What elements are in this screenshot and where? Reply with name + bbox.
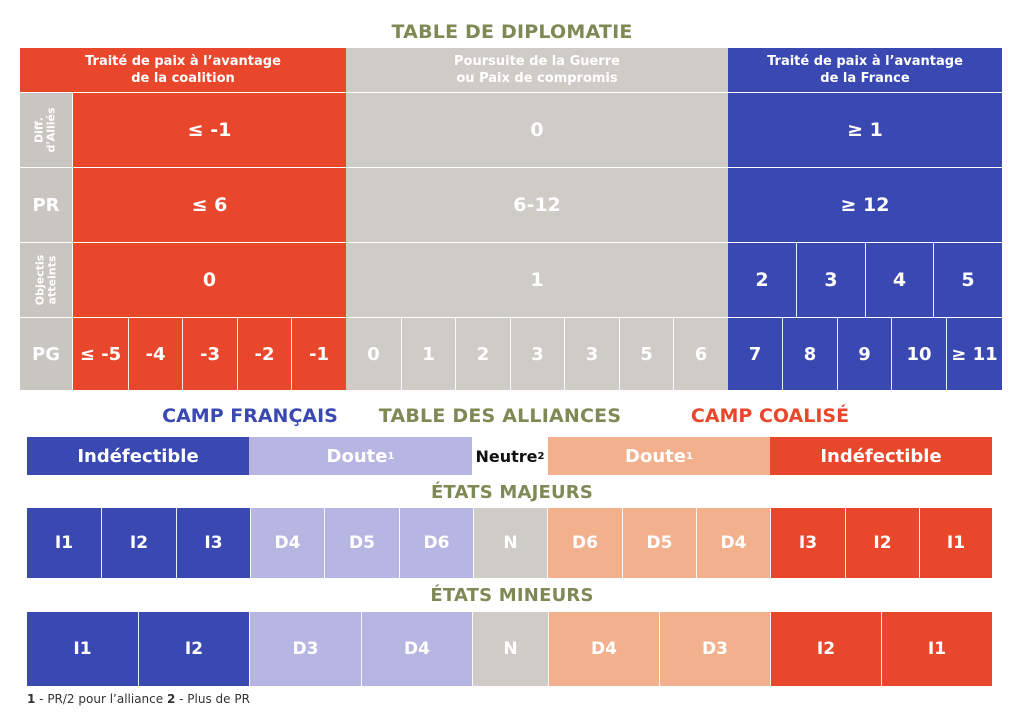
pg-cell: 6 xyxy=(673,318,728,390)
minor-state-cell: I1 xyxy=(881,612,992,686)
minor-state-cell: D3 xyxy=(249,612,361,686)
pg-cell: 7 xyxy=(728,318,782,390)
obj-war: 1 xyxy=(346,243,728,317)
legend-co-doute: Doute 1 xyxy=(548,437,770,475)
legend-co-doute-sup: 1 xyxy=(685,450,693,462)
legend-co-indefectible: Indéfectible xyxy=(770,437,992,475)
row-label-diff-line2: d'Alliés xyxy=(44,107,58,153)
row-label-diff-text: Diff. d'Alliés xyxy=(33,107,58,153)
pr-france: ≥ 12 xyxy=(728,168,1002,242)
legend-fr-doute: Doute 1 xyxy=(249,437,472,475)
major-state-cell: I1 xyxy=(27,508,101,578)
diff-coalition: ≤ -1 xyxy=(73,93,346,167)
camp-coalise-title: CAMP COALISÉ xyxy=(690,405,850,427)
pg-cell: -1 xyxy=(291,318,346,390)
pr-war: 6-12 xyxy=(346,168,728,242)
legend-fr-doute-label: Doute xyxy=(326,445,388,467)
legend-co-doute-label: Doute xyxy=(625,445,686,467)
major-state-cell: D6 xyxy=(547,508,622,578)
major-state-cell: I3 xyxy=(770,508,845,578)
header-france-line2: de la France xyxy=(820,71,910,86)
header-coalition-line2: de la coalition xyxy=(131,71,235,86)
minor-state-cell: I2 xyxy=(770,612,881,686)
legend-neutre-label: Neutre xyxy=(475,446,538,466)
pg-cell: 9 xyxy=(837,318,891,390)
diplomacy-title: TABLE DE DIPLOMATIE xyxy=(391,21,633,43)
pg-cell: 8 xyxy=(782,318,837,390)
major-state-cell: D4 xyxy=(250,508,324,578)
pg-cell: -2 xyxy=(237,318,291,390)
alliances-title: TABLE DES ALLIANCES xyxy=(378,405,622,427)
row-label-objectives: Objectis atteints xyxy=(20,243,72,317)
diff-france: ≥ 1 xyxy=(728,93,1002,167)
major-state-cell: D5 xyxy=(622,508,696,578)
minor-state-cell: D4 xyxy=(361,612,472,686)
pg-cell: -4 xyxy=(128,318,182,390)
pg-cell: 3 xyxy=(510,318,564,390)
obj-coalition: 0 xyxy=(73,243,346,317)
legend-neutre: Neutre 2 xyxy=(472,437,548,475)
minor-state-cell: I2 xyxy=(138,612,249,686)
pg-cell: ≤ -5 xyxy=(73,318,128,390)
minor-state-cell: D4 xyxy=(548,612,659,686)
legend-neutre-sup: 2 xyxy=(537,450,545,462)
footnote-text1: - PR/2 pour l’alliance xyxy=(35,692,167,706)
pr-coalition: ≤ 6 xyxy=(73,168,346,242)
row-label-objectives-text: Objectis atteints xyxy=(33,254,58,306)
obj-france-cell: 5 xyxy=(933,243,1002,317)
footnote-num2: 2 xyxy=(166,692,176,706)
header-war-line2: ou Paix de compromis xyxy=(456,71,618,86)
pg-cell: 10 xyxy=(891,318,946,390)
pg-cell: -3 xyxy=(182,318,237,390)
major-state-cell: N xyxy=(473,508,547,578)
minor-state-cell: D3 xyxy=(659,612,770,686)
pg-cell: 1 xyxy=(401,318,455,390)
header-war: Poursuite de la Guerre ou Paix de compro… xyxy=(346,48,728,92)
footnote-text2: - Plus de PR xyxy=(175,692,250,706)
footnote-num1: 1 xyxy=(27,692,36,706)
obj-france-cell: 3 xyxy=(796,243,865,317)
legend-fr-indefectible: Indéfectible xyxy=(27,437,249,475)
pg-cell: 5 xyxy=(619,318,673,390)
major-state-cell: I2 xyxy=(101,508,176,578)
camp-francais-title: CAMP FRANÇAIS xyxy=(162,405,338,427)
major-state-cell: D5 xyxy=(324,508,399,578)
row-label-obj-line1: Objectis xyxy=(33,254,46,306)
major-state-cell: D4 xyxy=(696,508,770,578)
minor-state-cell: N xyxy=(472,612,548,686)
header-france-line1: Traité de paix à l’avantage xyxy=(767,54,963,69)
header-war-line1: Poursuite de la Guerre xyxy=(454,54,620,69)
row-label-pr: PR xyxy=(20,168,72,242)
header-france: Traité de paix à l’avantage de la France xyxy=(728,48,1002,92)
diff-war: 0 xyxy=(346,93,728,167)
minor-state-cell: I1 xyxy=(27,612,138,686)
major-state-cell: I1 xyxy=(919,508,992,578)
major-state-cell: I2 xyxy=(845,508,919,578)
header-coalition: Traité de paix à l’avantage de la coalit… xyxy=(20,48,346,92)
row-label-pg: PG xyxy=(20,318,72,390)
obj-france-cell: 4 xyxy=(865,243,933,317)
legend-fr-doute-sup: 1 xyxy=(387,450,395,462)
row-label-diff: Diff. d'Alliés xyxy=(20,93,72,167)
major-state-cell: D6 xyxy=(399,508,473,578)
pg-cell: 3 xyxy=(564,318,619,390)
obj-france-cell: 2 xyxy=(728,243,796,317)
pg-cell: 0 xyxy=(346,318,401,390)
mineurs-title: ÉTATS MINEURS xyxy=(430,584,594,606)
majeurs-title: ÉTATS MAJEURS xyxy=(430,481,594,503)
footnote: 1 - PR/2 pour l’alliance 2 - Plus de PR xyxy=(27,692,527,710)
pg-cell: ≥ 11 xyxy=(946,318,1002,390)
pg-cell: 2 xyxy=(455,318,510,390)
header-coalition-line1: Traité de paix à l’avantage xyxy=(85,54,281,69)
row-label-obj-line2: atteints xyxy=(45,255,58,305)
major-state-cell: I3 xyxy=(176,508,250,578)
